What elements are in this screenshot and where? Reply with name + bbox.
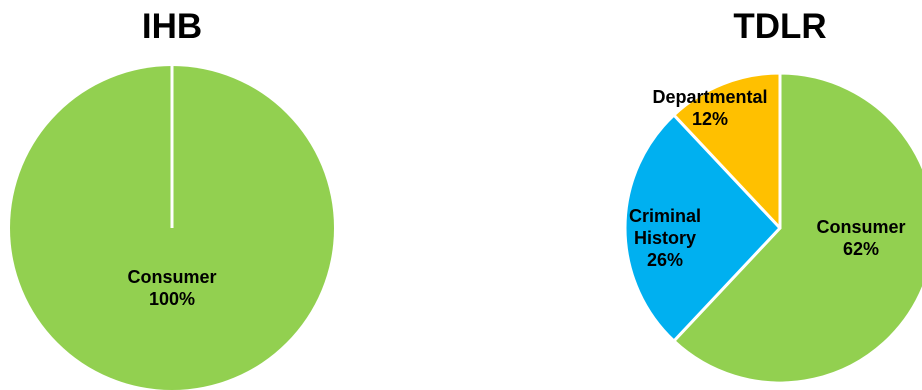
- tdlr-slice-departmental: [672, 71, 782, 230]
- tdlr-criminal-history-value-label: 26%: [647, 250, 683, 270]
- tdlr-slice-criminal-history: [623, 113, 782, 343]
- tdlr-consumer-category-label: Consumer: [816, 217, 905, 237]
- ihb-consumer-category-label: Consumer: [127, 267, 216, 287]
- tdlr-slice-consumer: [672, 71, 922, 385]
- ihb-consumer-value-label: 100%: [149, 289, 195, 309]
- ihb-slices: [10, 66, 334, 390]
- tdlr-criminal-history-category-label: History: [634, 228, 696, 248]
- ihb-chart-title: IHB: [142, 7, 202, 46]
- tdlr-criminal-history-category-label: Criminal: [629, 206, 701, 226]
- tdlr-slices: [623, 71, 922, 385]
- tdlr-consumer-value-label: 62%: [843, 239, 879, 259]
- tdlr-departmental-category-label: Departmental: [652, 87, 767, 107]
- tdlr-departmental-value-label: 12%: [692, 109, 728, 129]
- tdlr-chart-title: TDLR: [733, 7, 826, 46]
